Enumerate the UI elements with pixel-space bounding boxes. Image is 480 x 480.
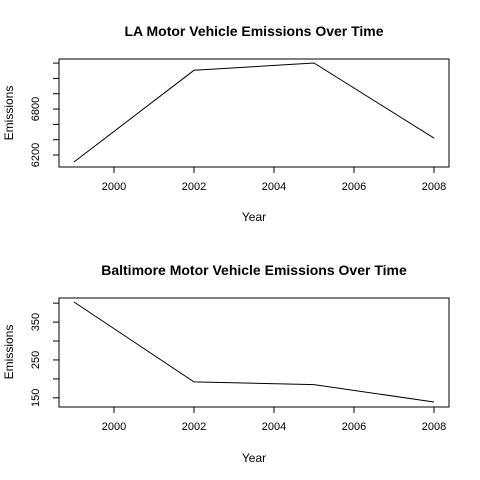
la-emissions-line <box>74 63 434 162</box>
baltimore-panel: Baltimore Motor Vehicle Emissions Over T… <box>2 262 449 465</box>
baltimore-x-tick-label: 2004 <box>262 421 286 433</box>
la-plot-frame <box>59 59 449 167</box>
baltimore-y-tick-label: 150 <box>30 389 42 407</box>
baltimore-y-tick-label: 250 <box>30 351 42 369</box>
la-x-tick-label: 2008 <box>422 181 446 193</box>
la-chart-title: LA Motor Vehicle Emissions Over Time <box>124 23 383 39</box>
la-series <box>74 63 434 162</box>
baltimore-x-tick-label: 2006 <box>342 421 366 433</box>
baltimore-x-axis: 2000 2002 2004 2006 2008 <box>102 407 446 433</box>
baltimore-x-tick-label: 2008 <box>422 421 446 433</box>
la-panel: LA Motor Vehicle Emissions Over Time 200… <box>2 23 449 224</box>
baltimore-y-tick-label: 350 <box>30 313 42 331</box>
baltimore-x-tick-label: 2002 <box>182 421 206 433</box>
baltimore-x-axis-title: Year <box>242 451 266 465</box>
la-y-tick-label: 6200 <box>30 143 42 167</box>
la-x-tick-label: 2000 <box>102 181 126 193</box>
baltimore-chart-title: Baltimore Motor Vehicle Emissions Over T… <box>101 262 407 278</box>
baltimore-x-tick-label: 2000 <box>102 421 126 433</box>
la-y-axis-title: Emissions <box>2 86 16 141</box>
la-x-axis: 2000 2002 2004 2006 2008 <box>102 167 446 193</box>
la-y-tick-label: 6800 <box>30 97 42 121</box>
baltimore-emissions-line <box>74 302 434 402</box>
la-x-tick-label: 2006 <box>342 181 366 193</box>
baltimore-plot-frame <box>59 298 449 407</box>
baltimore-series <box>74 302 434 402</box>
la-y-axis: 6200 6800 <box>30 63 59 167</box>
baltimore-y-axis: 150 250 350 <box>30 303 59 407</box>
la-x-tick-label: 2004 <box>262 181 286 193</box>
baltimore-y-axis-title: Emissions <box>2 325 16 380</box>
la-x-tick-label: 2002 <box>182 181 206 193</box>
la-x-axis-title: Year <box>242 210 266 224</box>
